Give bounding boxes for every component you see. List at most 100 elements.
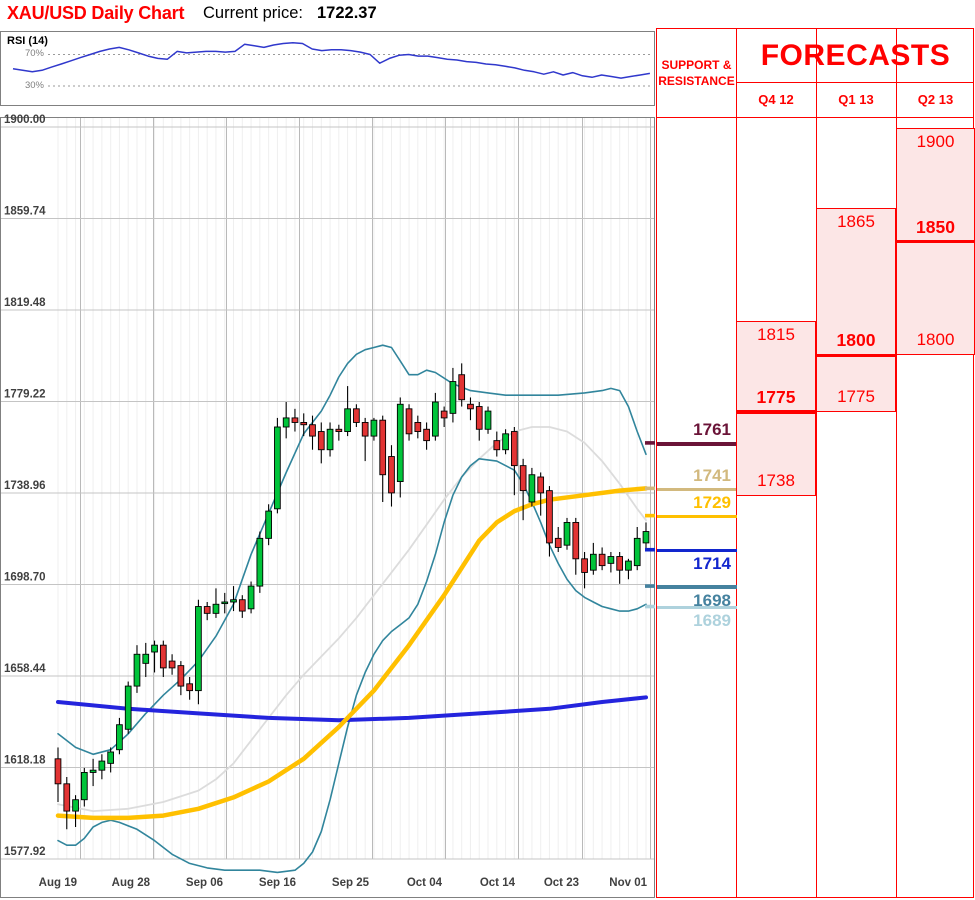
rsi-panel-border <box>0 31 655 106</box>
candle-bullish <box>116 724 123 751</box>
x-axis-date-label: Sep 16 <box>259 877 296 889</box>
candle-bearish <box>554 537 562 548</box>
y-axis-tick-label: 1577.92 <box>4 846 46 858</box>
y-axis-tick-label: 1618.18 <box>4 754 46 766</box>
candle-bullish <box>625 560 632 571</box>
sr-tick-1741 <box>645 486 655 491</box>
x-axis-date-label: Oct 14 <box>480 877 516 889</box>
rsi-overbought-label: 70% <box>24 48 44 59</box>
sr-level-label-1741: 1741 <box>693 465 731 485</box>
candle-bearish <box>423 428 430 442</box>
sr-tick-1698 <box>645 584 655 588</box>
sr-line-1698 <box>657 585 737 589</box>
bollinger-lower-line <box>57 457 647 874</box>
candle-bullish <box>449 381 457 414</box>
page-title: XAU/USD Daily Chart <box>7 3 185 23</box>
candle-bullish <box>133 653 141 687</box>
forecast-pivot-label-1775: 1775 <box>756 387 796 408</box>
y-axis-tick-label: 1900.00 <box>4 114 46 126</box>
candle-bullish <box>107 751 115 764</box>
y-axis-tick-label: 1698.70 <box>4 571 46 583</box>
candle-bullish <box>432 401 439 437</box>
sr-tick-1689 <box>645 604 655 609</box>
sr-line-1729 <box>657 514 737 519</box>
candle-bullish <box>89 769 97 773</box>
x-axis-date-label: Nov 01 <box>609 877 647 889</box>
candle-bearish <box>291 417 299 423</box>
candle-bullish <box>98 760 106 771</box>
forecast-pivot-line-1850 <box>896 239 975 244</box>
candle-bearish <box>238 599 246 612</box>
candle-bullish <box>256 537 264 587</box>
candle-bearish <box>388 456 395 494</box>
candle-bullish <box>633 537 641 567</box>
sr-level-label-1689: 1689 <box>693 611 731 631</box>
forecast-range-box-q1-13 <box>816 207 896 413</box>
candle-bullish <box>274 426 281 510</box>
y-axis-tick-label: 1738.96 <box>4 480 46 492</box>
candle-bearish <box>63 783 71 812</box>
ma-short-gray-line <box>57 426 647 812</box>
forecast-range-bottom-label-1738: 1738 <box>757 471 795 491</box>
forecast-pivot-line-1775 <box>736 410 817 414</box>
candle-bullish <box>642 531 650 544</box>
candle-bullish <box>370 419 378 437</box>
candle-bullish <box>326 428 334 451</box>
candle-bearish <box>519 465 527 492</box>
current-price-value: 1722.37 <box>317 4 377 22</box>
sr-line-1761 <box>657 442 737 446</box>
forecast-table: SUPPORT & RESISTANCE FORECASTS Q4 12 Q1 … <box>656 28 975 898</box>
support-resistance-header: SUPPORT & RESISTANCE <box>657 29 736 117</box>
candle-bullish <box>212 603 220 614</box>
forecast-pivot-label-1800: 1800 <box>836 330 876 351</box>
forecast-pivot-line-1800 <box>816 353 897 358</box>
candle-bearish <box>572 521 580 560</box>
candle-bullish <box>247 585 255 610</box>
y-axis-tick-label: 1779.22 <box>4 388 46 400</box>
candle-bullish <box>282 417 290 428</box>
sr-tick-1761 <box>645 441 655 445</box>
candle-bullish <box>528 474 536 503</box>
y-axis-tick-label: 1819.48 <box>4 297 46 309</box>
sr-level-label-1729: 1729 <box>693 493 731 513</box>
sr-level-label-1698: 1698 <box>693 590 731 610</box>
candle-bearish <box>159 644 167 669</box>
candle-bullish <box>396 403 404 482</box>
candle-bullish <box>502 433 509 451</box>
candle-bearish <box>616 556 624 571</box>
candle-bullish <box>151 644 158 653</box>
forecast-range-top-label-1815: 1815 <box>757 325 795 345</box>
candle-bullish <box>221 601 229 605</box>
table-header-divider <box>736 82 973 83</box>
forecast-range-bottom-label-1775: 1775 <box>837 387 875 407</box>
support-resistance-header-line2: RESISTANCE <box>658 73 735 88</box>
sr-line-1714 <box>657 548 737 553</box>
x-axis-date-label: Aug 19 <box>39 877 77 889</box>
forecast-range-box-q4-12 <box>736 321 816 497</box>
candle-bullish <box>344 408 351 432</box>
candle-bearish <box>317 431 325 451</box>
rsi-indicator-label: RSI (14) <box>7 35 48 47</box>
candle-bearish <box>361 422 369 437</box>
candle-bearish <box>440 410 448 419</box>
candle-bearish <box>458 374 466 401</box>
candle-bearish <box>511 431 518 467</box>
chart-header: XAU/USD Daily Chart Current price: 1722.… <box>0 0 656 28</box>
candle-bullish <box>195 606 202 692</box>
candle-bearish <box>309 424 316 437</box>
sr-tick-1714 <box>645 547 655 552</box>
table-column-divider <box>896 29 897 897</box>
candle-bullish <box>265 510 272 539</box>
table-column-divider <box>816 29 817 897</box>
candle-bearish <box>493 440 501 451</box>
forecast-range-top-label-1865: 1865 <box>837 211 875 231</box>
x-axis-date-label: Oct 23 <box>544 877 579 889</box>
sr-line-1689 <box>657 605 737 610</box>
sr-line-1741 <box>657 487 737 492</box>
main-plot-border <box>0 117 655 898</box>
candle-bearish <box>203 606 211 614</box>
candle-bullish <box>563 521 571 546</box>
sr-tick-1729 <box>645 513 655 518</box>
